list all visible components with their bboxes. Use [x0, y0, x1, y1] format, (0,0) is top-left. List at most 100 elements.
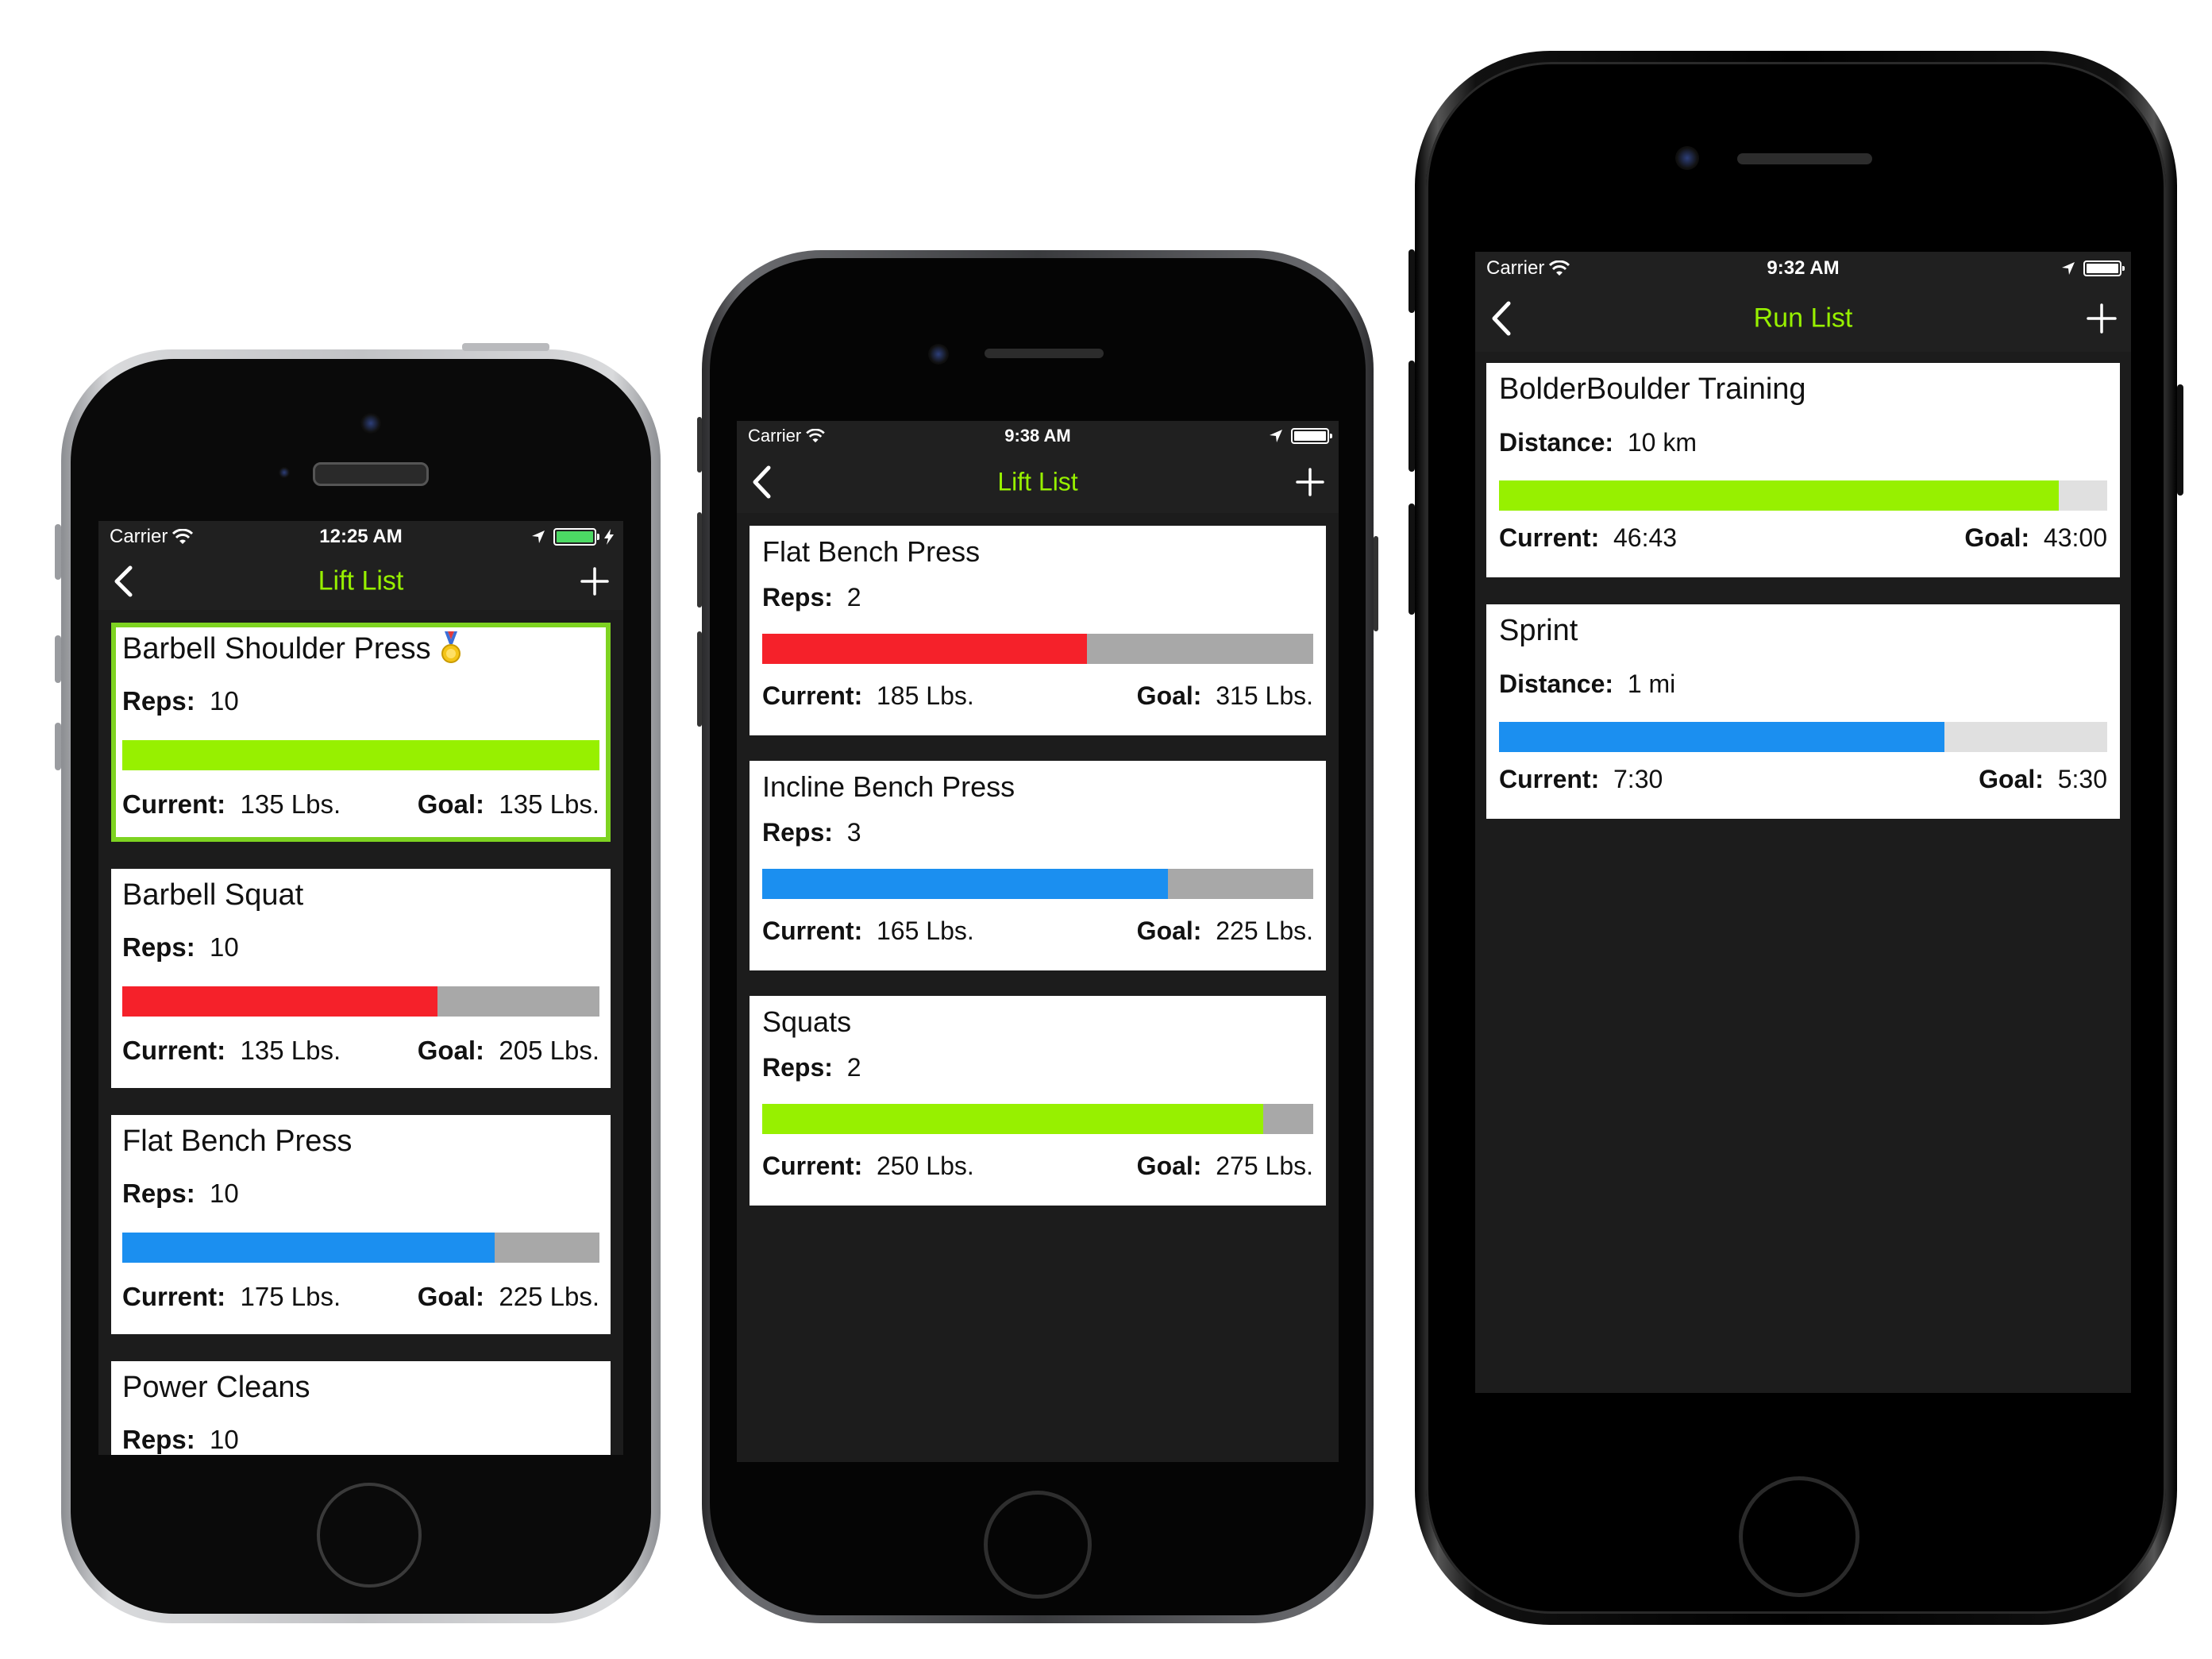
item-current: Current: 135 Lbs. — [122, 789, 341, 820]
list-item[interactable]: Flat Bench Press Reps: 2 Current: 185 Lbs.… — [750, 526, 1326, 735]
item-current: Current: 185 Lbs. — [762, 681, 974, 711]
progress-bar — [122, 740, 599, 770]
plus-icon[interactable] — [1296, 468, 1324, 496]
nav-bar: Lift List — [737, 451, 1339, 513]
location-arrow-icon — [2062, 262, 2075, 275]
earpiece-speaker — [985, 349, 1104, 358]
reps-value: 1 mi — [1627, 669, 1676, 698]
screen: Carrier 12:25 AM Lift List Barbell Shoul… — [98, 521, 623, 1455]
item-current: Current: 135 Lbs. — [122, 1036, 341, 1066]
item-name-text: Squats — [762, 1005, 852, 1038]
item-reps: Distance: 10 km — [1499, 428, 1697, 457]
reps-label: Reps: — [122, 686, 195, 716]
status-time: 12:25 AM — [319, 526, 403, 547]
power-button — [1374, 536, 1378, 631]
back-chevron-icon[interactable] — [751, 465, 772, 499]
run-list: BolderBoulder Training Distance: 10 km Cur… — [1475, 352, 2131, 1393]
nav-bar: Run List — [1475, 285, 2131, 352]
list-item[interactable]: BolderBoulder Training Distance: 10 km Cur… — [1486, 363, 2120, 577]
location-arrow-icon — [532, 530, 545, 543]
phone-face: Carrier 9:38 AM Lift List Flat Bench Pre… — [710, 258, 1366, 1615]
list-item[interactable]: Sprint Distance: 1 mi Current: 7:30 Goal: 5… — [1486, 604, 2120, 819]
home-button — [984, 1491, 1092, 1599]
phone-face: Carrier 9:32 AM Run List BolderBoulder T… — [1426, 62, 2166, 1614]
wifi-icon — [172, 529, 194, 544]
list-item[interactable]: Power Cleans Reps: 10 — [111, 1361, 611, 1455]
goal-value: 275 Lbs. — [1216, 1152, 1313, 1180]
proximity-sensor — [279, 467, 290, 478]
plus-icon[interactable] — [2087, 303, 2117, 334]
goal-value: 5:30 — [2057, 765, 2107, 793]
item-name: Squats — [762, 1005, 851, 1039]
reps-label: Reps: — [762, 818, 833, 847]
item-goal: Goal: 275 Lbs. — [1137, 1152, 1313, 1181]
mute-switch — [1409, 249, 1415, 313]
medal-icon — [441, 631, 461, 663]
volume-up-button — [697, 512, 702, 608]
power-button — [2177, 384, 2183, 496]
goal-value: 225 Lbs. — [1216, 916, 1313, 945]
item-goal: Goal: 315 Lbs. — [1137, 681, 1313, 711]
item-reps: Reps: 10 — [122, 932, 239, 963]
reps-label: Distance: — [1499, 669, 1614, 698]
phone-face: Carrier 12:25 AM Lift List Barbell Shoul… — [71, 359, 651, 1614]
current-label: Current: — [762, 1152, 863, 1180]
current-value: 165 Lbs. — [877, 916, 974, 945]
item-goal: Goal: 225 Lbs. — [1137, 916, 1313, 946]
current-value: 175 Lbs. — [240, 1282, 341, 1311]
goal-label: Goal: — [417, 789, 485, 819]
reps-label: Distance: — [1499, 428, 1614, 457]
nav-title: Run List — [1753, 303, 1853, 334]
list-item[interactable]: Barbell Shoulder Press Reps: 10 Current: 1… — [111, 623, 611, 842]
wifi-icon — [1549, 260, 1570, 276]
current-label: Current: — [762, 681, 863, 710]
current-value: 135 Lbs. — [240, 1036, 341, 1065]
item-name-text: BolderBoulder Training — [1499, 372, 1806, 406]
progress-bar-fill — [122, 740, 599, 770]
back-chevron-icon[interactable] — [113, 565, 133, 597]
current-value: 7:30 — [1613, 765, 1663, 793]
list-item[interactable]: Flat Bench Press Reps: 10 Current: 175 Lbs… — [111, 1115, 611, 1334]
wifi-icon — [806, 429, 825, 443]
carrier-label: Carrier — [110, 526, 168, 547]
list-item[interactable]: Barbell Squat Reps: 10 Current: 135 Lbs. Go… — [111, 869, 611, 1088]
item-goal: Goal: 135 Lbs. — [418, 789, 599, 820]
progress-bar-fill — [122, 1233, 495, 1263]
current-label: Current: — [122, 1282, 226, 1311]
phone-medium: Carrier 9:38 AM Lift List Flat Bench Pre… — [697, 250, 1378, 1623]
reps-value: 10 km — [1627, 428, 1697, 457]
item-goal: Goal: 43:00 — [1964, 523, 2107, 553]
item-name: Power Cleans — [122, 1371, 310, 1405]
item-reps: Reps: 2 — [762, 1053, 861, 1082]
current-label: Current: — [122, 1036, 226, 1065]
reps-value: 3 — [846, 818, 861, 847]
front-camera — [928, 344, 949, 365]
plus-icon[interactable] — [580, 567, 609, 596]
progress-bar — [122, 1233, 599, 1263]
battery-icon — [2083, 260, 2125, 276]
item-reps: Reps: 2 — [762, 583, 861, 612]
current-value: 46:43 — [1613, 523, 1678, 552]
status-bar: Carrier 9:32 AM — [1475, 252, 2131, 285]
list-item[interactable]: Incline Bench Press Reps: 3 Current: 165 L… — [750, 761, 1326, 970]
goal-label: Goal: — [1964, 523, 2030, 552]
item-name: Sprint — [1499, 614, 1578, 648]
carrier-label: Carrier — [1486, 257, 1545, 279]
mute-switch — [55, 524, 61, 580]
item-name: Flat Bench Press — [762, 535, 980, 569]
current-value: 250 Lbs. — [877, 1152, 974, 1180]
back-chevron-icon[interactable] — [1489, 301, 1512, 336]
progress-bar-fill — [122, 986, 437, 1017]
reps-value: 10 — [210, 1179, 239, 1208]
item-name: Barbell Shoulder Press — [122, 631, 463, 666]
progress-bar — [762, 1104, 1313, 1134]
mute-switch — [697, 417, 702, 473]
current-value: 185 Lbs. — [877, 681, 974, 710]
goal-label: Goal: — [1136, 681, 1202, 710]
current-value: 135 Lbs. — [240, 789, 341, 819]
progress-bar-fill — [762, 1104, 1263, 1134]
item-name-text: Flat Bench Press — [122, 1125, 353, 1158]
list-item[interactable]: Squats Reps: 2 Current: 250 Lbs. Goal: 275 … — [750, 996, 1326, 1206]
item-name-text: Incline Bench Press — [762, 770, 1015, 803]
power-button — [462, 343, 549, 351]
